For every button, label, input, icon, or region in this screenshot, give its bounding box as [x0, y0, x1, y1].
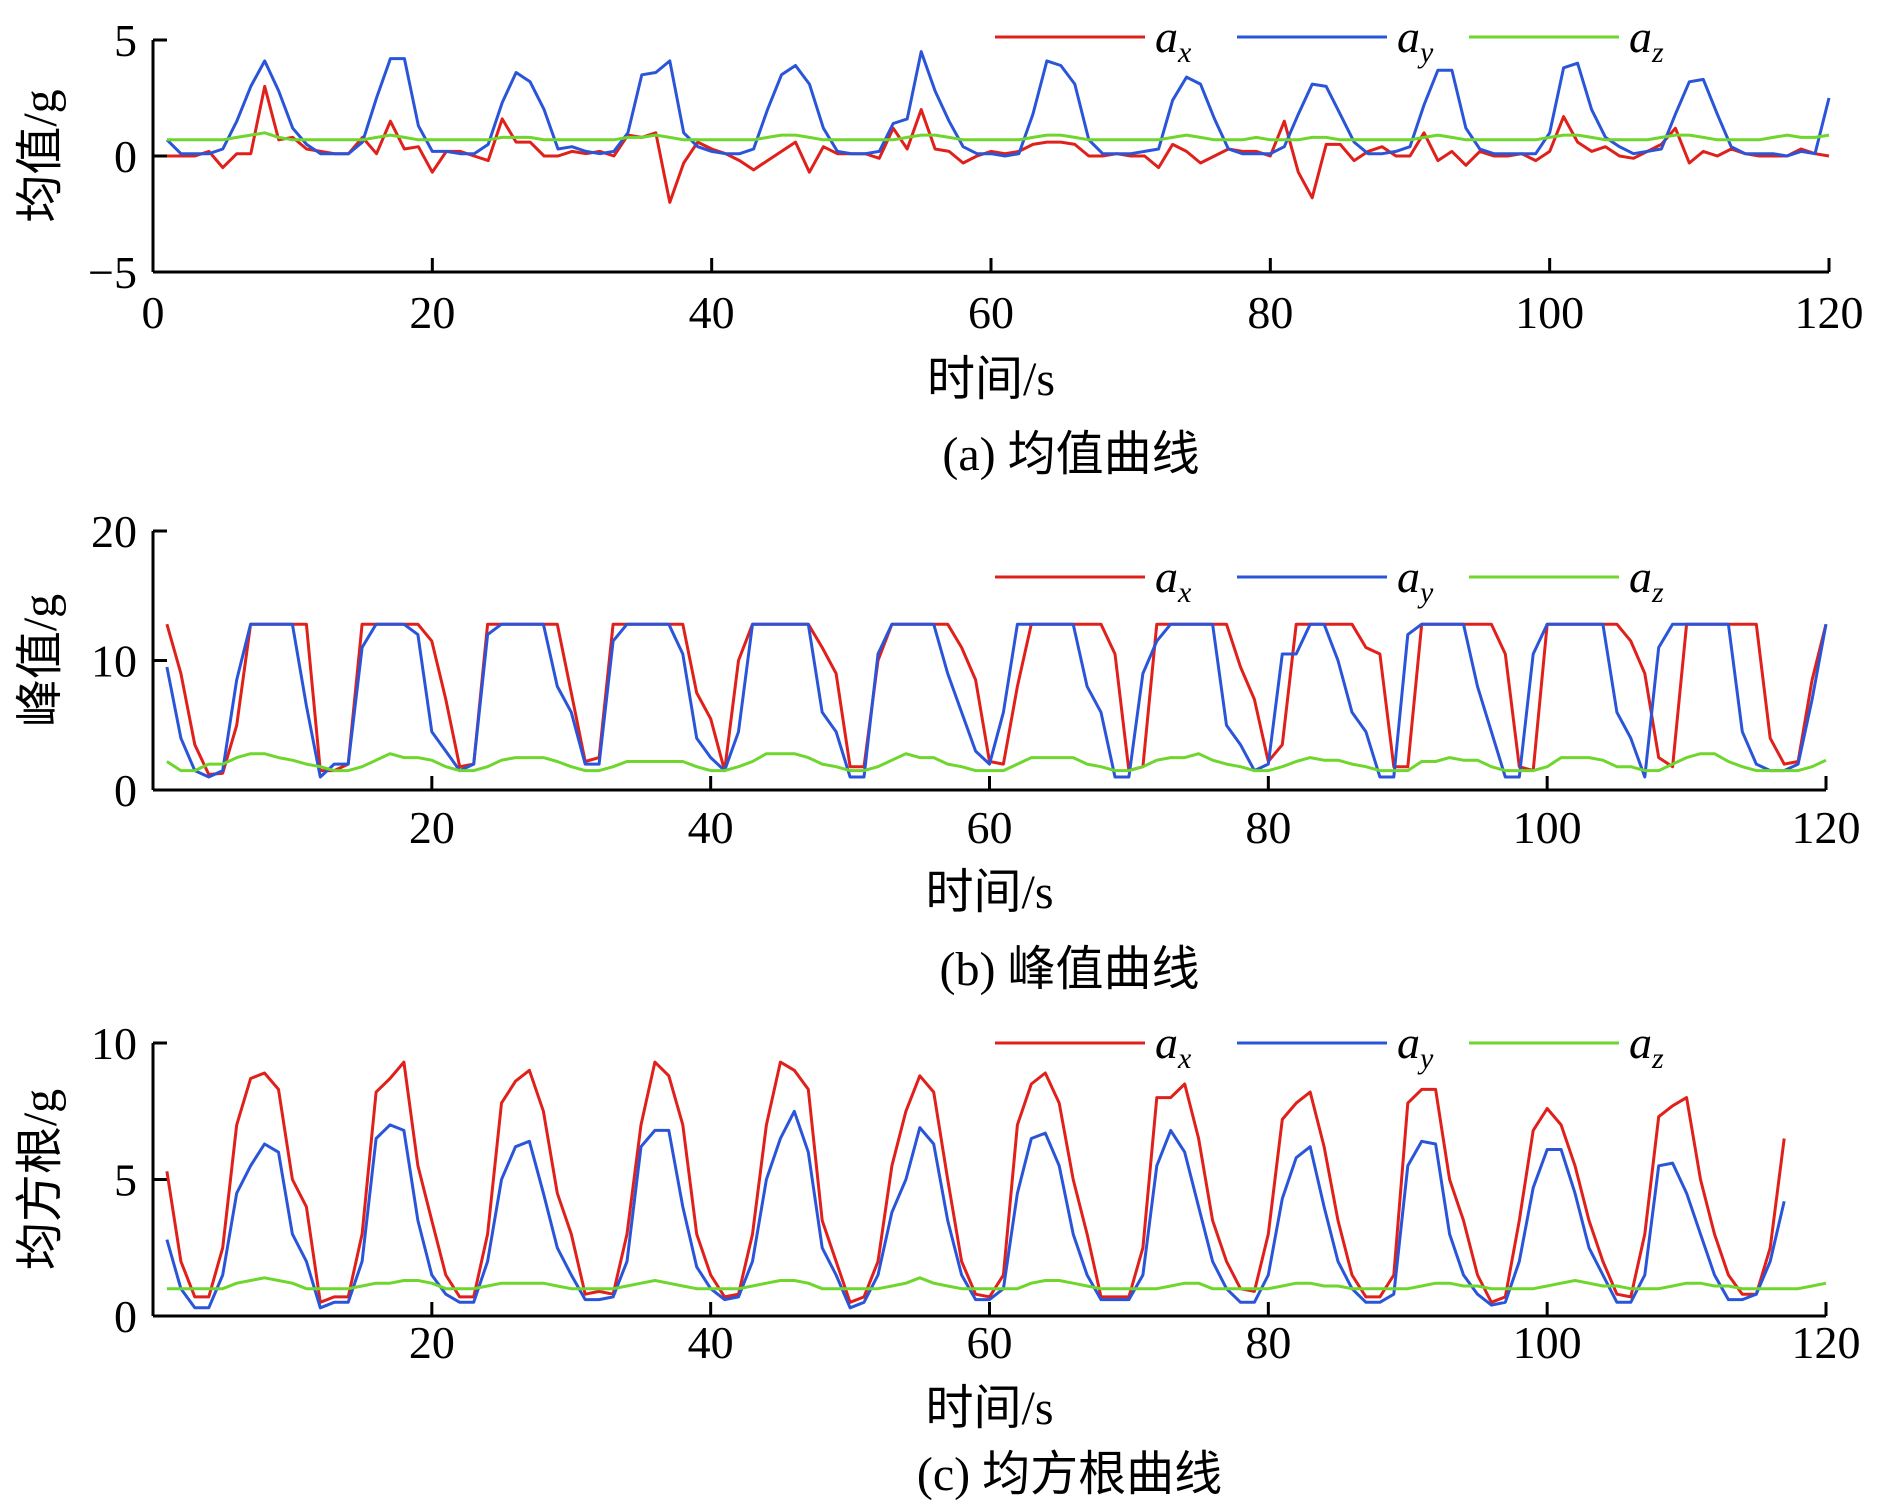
y-tick-label: 0	[114, 1291, 137, 1342]
x-tick-label: 60	[967, 1317, 1013, 1368]
x-tick-label: 80	[1247, 287, 1293, 338]
legend-label-az: az	[1629, 1017, 1664, 1075]
series-line-ax	[165, 1060, 1786, 1304]
series-line-ay	[165, 622, 1828, 779]
legend-label-ax: ax	[1155, 11, 1192, 69]
y-tick-label: 0	[114, 765, 137, 816]
legend-label-ax: ax	[1155, 1017, 1192, 1075]
x-tick-label: 60	[967, 802, 1013, 853]
x-tick-label: 40	[688, 802, 734, 853]
x-tick-label: 120	[1795, 287, 1864, 338]
legend-label-az: az	[1629, 11, 1664, 69]
series-line-ax	[167, 84, 1830, 204]
legend-label-ax: ax	[1155, 551, 1192, 609]
x-tick-label: 20	[409, 802, 455, 853]
series-line-az	[167, 131, 1830, 142]
x-tick-label: 100	[1513, 1317, 1582, 1368]
x-tick-label: 0	[142, 287, 165, 338]
x-tick-label: 100	[1513, 802, 1582, 853]
panel-caption: (a) 均值曲线	[942, 428, 1199, 481]
x-tick-label: 40	[688, 1317, 734, 1368]
panel-rms: 0 5 10 20 40 60 80 100 120 时间/s 均方根/g (c) 均方根曲线 ax ay…	[14, 1017, 1860, 1501]
x-tick-label: 20	[409, 287, 455, 338]
y-axis-label: 均方根/g	[14, 1089, 67, 1270]
y-tick-label: 10	[91, 636, 137, 687]
x-axis-label: 时间/s	[925, 866, 1053, 919]
legend-label-ay: ay	[1397, 551, 1434, 609]
series-line-ay	[165, 50, 1831, 158]
series-line-az	[166, 752, 1827, 773]
series-line-ax	[165, 622, 1828, 776]
legend-label-ay: ay	[1397, 1017, 1434, 1075]
x-tick-label: 100	[1515, 287, 1584, 338]
legend-label-az: az	[1629, 551, 1664, 609]
x-axis-label: 时间/s	[927, 353, 1055, 406]
panel-peak: 0 10 20 20 40 60 80 100 120 时间/s 峰值/g (b) 峰值曲线 ax ay a…	[14, 506, 1860, 996]
y-axis-label: 峰值/g	[14, 594, 67, 727]
x-tick-label: 60	[968, 287, 1014, 338]
panel-caption: (c) 均方根曲线	[917, 1448, 1222, 1501]
y-tick-label: 5	[114, 15, 137, 66]
y-tick-label: −5	[88, 247, 137, 298]
y-tick-label: 20	[91, 506, 137, 557]
y-tick-label: 0	[114, 131, 137, 182]
y-tick-label: 10	[91, 1018, 137, 1069]
x-tick-label: 40	[689, 287, 735, 338]
series-line-ay	[165, 1109, 1786, 1310]
x-tick-label: 80	[1245, 802, 1291, 853]
x-axis-label: 时间/s	[925, 1382, 1053, 1435]
series-line-az	[166, 1276, 1827, 1291]
x-tick-label: 80	[1245, 1317, 1291, 1368]
y-axis-label: 均值/g	[14, 89, 67, 222]
panel-caption: (b) 峰值曲线	[940, 943, 1200, 996]
x-tick-label: 120	[1792, 802, 1861, 853]
y-tick-label: 5	[114, 1155, 137, 1206]
x-tick-label: 20	[409, 1317, 455, 1368]
legend-label-ay: ay	[1397, 11, 1434, 69]
x-tick-label: 120	[1792, 1317, 1861, 1368]
